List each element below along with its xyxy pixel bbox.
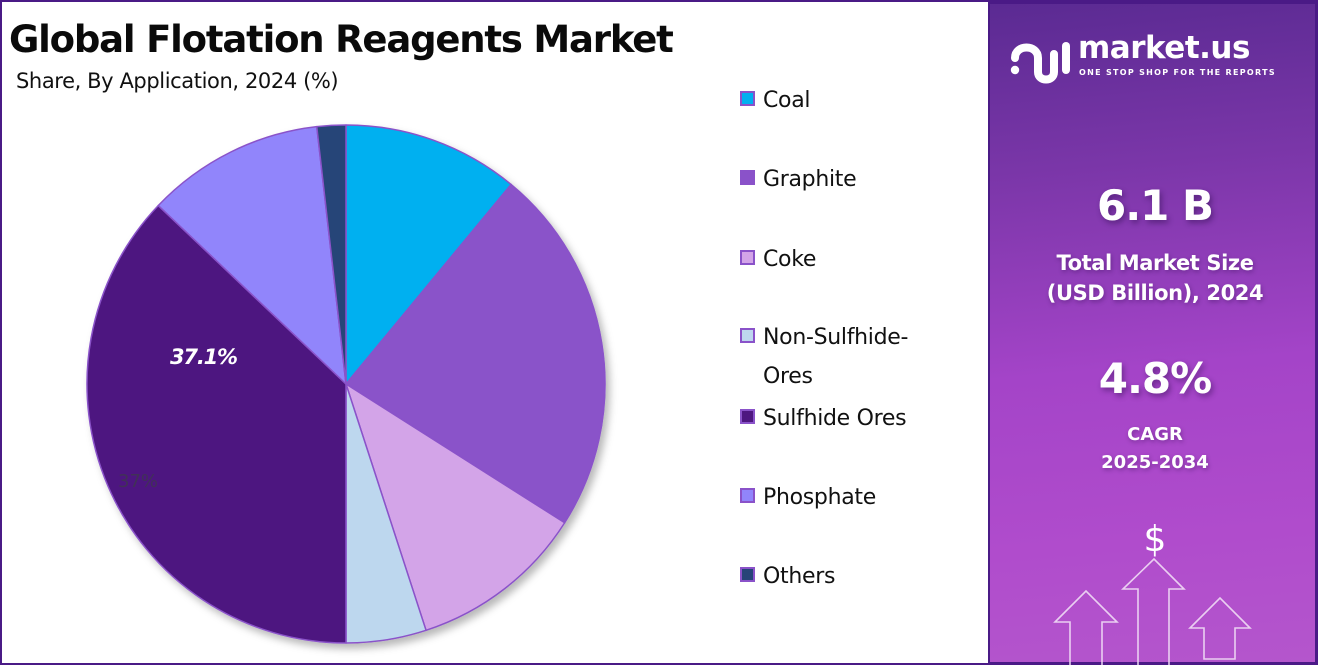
legend-item-coal: Coal xyxy=(740,85,980,120)
legend-item-phosphate: Phosphate xyxy=(740,482,980,517)
growth-arrows-icon: $ xyxy=(1053,519,1252,665)
legend-item-others: Others xyxy=(740,561,980,596)
cagr-value: 4.8% xyxy=(1098,354,1212,403)
pie-slice-phosphate xyxy=(157,125,347,385)
market-us-logo-icon xyxy=(1010,42,1070,84)
legend-label: Sulfhide Ores xyxy=(763,406,907,431)
dollar-icon: $ xyxy=(1144,519,1167,560)
legend-swatch-graphite xyxy=(740,170,755,185)
legend-label: Coal xyxy=(763,88,811,113)
cagr-label-line1: CAGR xyxy=(1127,424,1183,445)
brand-tagline: ONE STOP SHOP FOR THE REPORTS xyxy=(1079,68,1276,77)
pie-slice-graphite xyxy=(345,183,606,524)
legend-label: Phosphate xyxy=(763,485,876,510)
legend-swatch-sulfhide-ores xyxy=(740,409,755,424)
legend-label: Coke xyxy=(763,247,817,272)
legend-label: Graphite xyxy=(763,167,857,192)
legend-item-graphite: Graphite xyxy=(740,164,980,199)
pie-slice-coke xyxy=(345,383,566,632)
market-size-value: 6.1 B xyxy=(1096,181,1214,230)
legend-swatch-coal xyxy=(740,91,755,106)
pie-slice-sulfhide-ores xyxy=(86,204,347,644)
legend-swatch-phosphate xyxy=(740,488,755,503)
legend-label: Non-Sulfhide- Ores xyxy=(763,318,908,396)
summary-panel: market.us ONE STOP SHOP FOR THE REPORTS … xyxy=(988,0,1318,665)
legend-item-coke: Coke xyxy=(740,244,980,279)
panel-border xyxy=(1315,0,1318,665)
pie-chart: 37% 37.1% xyxy=(86,124,606,644)
cagr-label-line2: 2025-2034 xyxy=(1101,452,1209,473)
panel-border xyxy=(990,662,1318,665)
chart-subtitle: Share, By Application, 2024 (%) xyxy=(16,69,339,93)
brand-name: market.us xyxy=(1078,30,1250,66)
legend-item-sulfhide-ores: Sulfhide Ores xyxy=(740,403,980,438)
pie-slices xyxy=(86,124,606,644)
market-size-label-line1: Total Market Size xyxy=(1056,251,1254,275)
pie-slice-others xyxy=(316,124,347,385)
legend-label-line: Ores xyxy=(763,364,813,389)
slice-value-label-sulfhide: 37.1% xyxy=(170,345,237,369)
legend-swatch-coke xyxy=(740,250,755,265)
legend-swatch-others xyxy=(740,567,755,582)
chart-title: Global Flotation Reagents Market xyxy=(9,18,674,61)
legend-label: Others xyxy=(763,564,836,589)
slice-ghost-label: 37% xyxy=(118,471,158,492)
panel-border xyxy=(990,0,1318,4)
legend-label-line: Non-Sulfhide- xyxy=(763,325,909,350)
pie-slice-coal xyxy=(345,124,512,385)
market-size-label-line2: (USD Billion), 2024 xyxy=(1046,281,1264,305)
legend-swatch-non-sulfhide-ores xyxy=(740,328,755,343)
legend-item-non-sulfhide-ores: Non-Sulfhide- Ores xyxy=(740,322,980,396)
